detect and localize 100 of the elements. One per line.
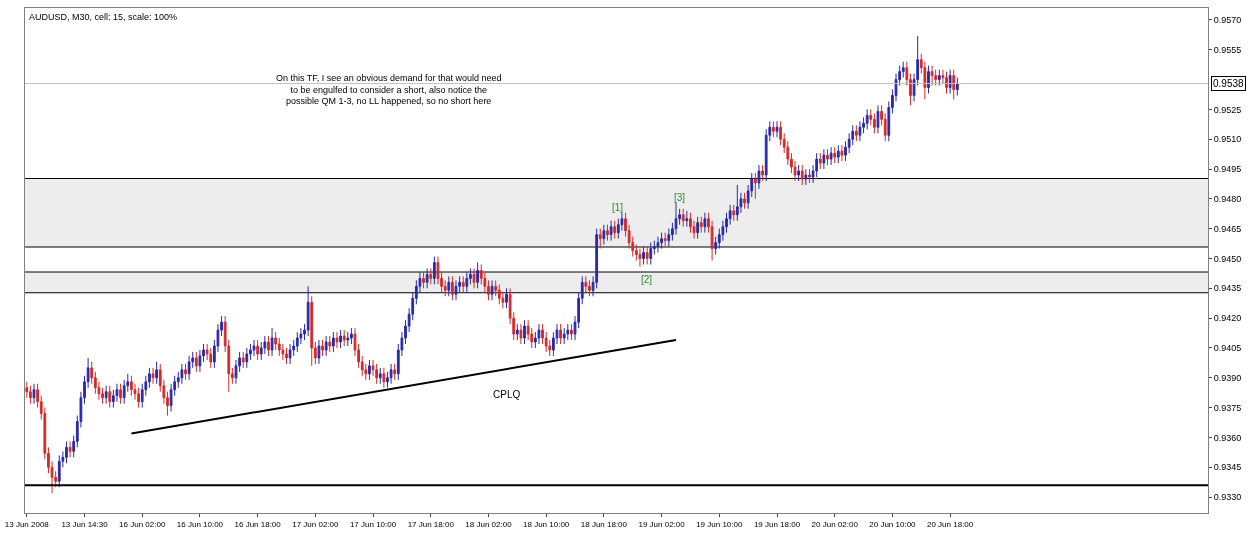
candlestick [876, 104, 880, 134]
y-tick-label: 0.9405 [1213, 343, 1242, 354]
candlestick [350, 327, 353, 345]
candlestick [108, 385, 112, 409]
candlestick [681, 208, 685, 228]
candlestick [288, 343, 292, 365]
candlestick [104, 385, 108, 405]
x-tick-label: 17 Jun 10:00 [349, 519, 397, 529]
candlestick [57, 454, 61, 488]
candlestick [645, 246, 649, 265]
ref-line-label: 0.9538 [1213, 78, 1245, 89]
candlestick [761, 164, 764, 182]
candlestick [699, 216, 703, 234]
candlestick [130, 375, 133, 397]
x-tick-label: 13 Jun 14:30 [61, 519, 109, 529]
x-tick-label: 16 Jun 18:00 [234, 519, 282, 529]
candlestick [497, 283, 501, 305]
candlestick [454, 279, 458, 301]
candlestick [310, 295, 314, 367]
candlestick [840, 144, 844, 162]
candlestick [270, 327, 274, 357]
candlestick [368, 359, 371, 381]
candlestick [570, 323, 573, 341]
candlestick [735, 184, 739, 222]
candlestick [285, 347, 288, 365]
annotation: On this TF, I see an obvious demand for that would need to be engulfed to consider a short, also notice the possible QM 1-3, no LL happened, so no short here [276, 73, 502, 107]
candlestick [818, 152, 822, 170]
candlestick [800, 164, 804, 186]
candlestick [328, 335, 332, 353]
x-tick-label: 17 Jun 18:00 [407, 519, 455, 529]
candlestick [331, 331, 335, 353]
candlestick [822, 148, 826, 170]
candlestick [562, 327, 566, 345]
candlestick [829, 146, 833, 166]
candlestick [649, 242, 653, 265]
candlestick [29, 385, 32, 405]
y-tick-label: 0.9330 [1213, 492, 1242, 503]
candlestick [184, 363, 187, 381]
candlestick [952, 69, 956, 100]
candlestick [613, 220, 617, 240]
candlestick [295, 331, 299, 353]
candlestick [873, 112, 876, 134]
candlestick [606, 224, 609, 242]
y-tick-label: 0.9525 [1213, 104, 1242, 115]
candlestick [588, 279, 591, 297]
candlestick [937, 69, 941, 87]
candlestick [598, 228, 602, 250]
y-tick-label: 0.9510 [1213, 134, 1242, 145]
candlestick [245, 347, 249, 369]
candlestick [256, 339, 260, 361]
candlestick [753, 172, 757, 200]
candlestick [663, 232, 667, 248]
candlestick [422, 271, 425, 289]
y-tick-label: 0.9495 [1213, 164, 1242, 175]
candlestick [194, 351, 198, 373]
candlestick [68, 440, 72, 458]
candlestick [342, 329, 346, 347]
candlestick [948, 69, 952, 94]
candlestick [559, 323, 562, 345]
candlestick [927, 65, 930, 94]
candlestick [609, 220, 613, 242]
candlestick [523, 319, 526, 345]
x-tick-label: 20 Jun 10:00 [869, 519, 917, 529]
y-tick-label: 0.9345 [1213, 462, 1242, 473]
candlestick [472, 267, 476, 289]
candlestick [833, 146, 837, 164]
candlestick [317, 339, 321, 365]
candlestick [324, 335, 328, 357]
candlestick [241, 351, 245, 369]
candlestick [955, 77, 959, 96]
candlestick [804, 168, 808, 186]
candlestick [537, 323, 541, 345]
annotation: [1] [612, 202, 624, 213]
candlestick [155, 361, 159, 385]
candlestick [375, 363, 379, 385]
y-tick-label: 0.9480 [1213, 194, 1242, 205]
candlestick [775, 120, 779, 138]
candlestick [584, 275, 588, 293]
candlestick [566, 323, 570, 341]
candlestick [703, 212, 707, 234]
candlestick [339, 329, 342, 349]
candlestick [306, 285, 310, 337]
x-tick-label: 20 Jun 02:00 [811, 519, 859, 529]
candlestick [656, 236, 660, 254]
y-tick-label: 0.9375 [1213, 402, 1242, 413]
x-tick-label: 19 Jun 02:00 [638, 519, 686, 529]
candlestick [65, 440, 68, 464]
x-tick-label: 17 Jun 02:00 [292, 519, 340, 529]
candlestick [119, 383, 122, 405]
candlestick [447, 275, 451, 297]
candlestick [267, 335, 270, 357]
candlestick [476, 261, 480, 289]
candlestick [32, 383, 36, 405]
annotation: [3] [674, 192, 686, 203]
annotation: [2] [641, 274, 653, 285]
candlestick [187, 355, 191, 381]
y-tick-label: 0.9450 [1213, 253, 1242, 264]
x-tick-label: 18 Jun 18:00 [580, 519, 628, 529]
candlestick [930, 65, 934, 87]
candlestick [743, 192, 746, 210]
